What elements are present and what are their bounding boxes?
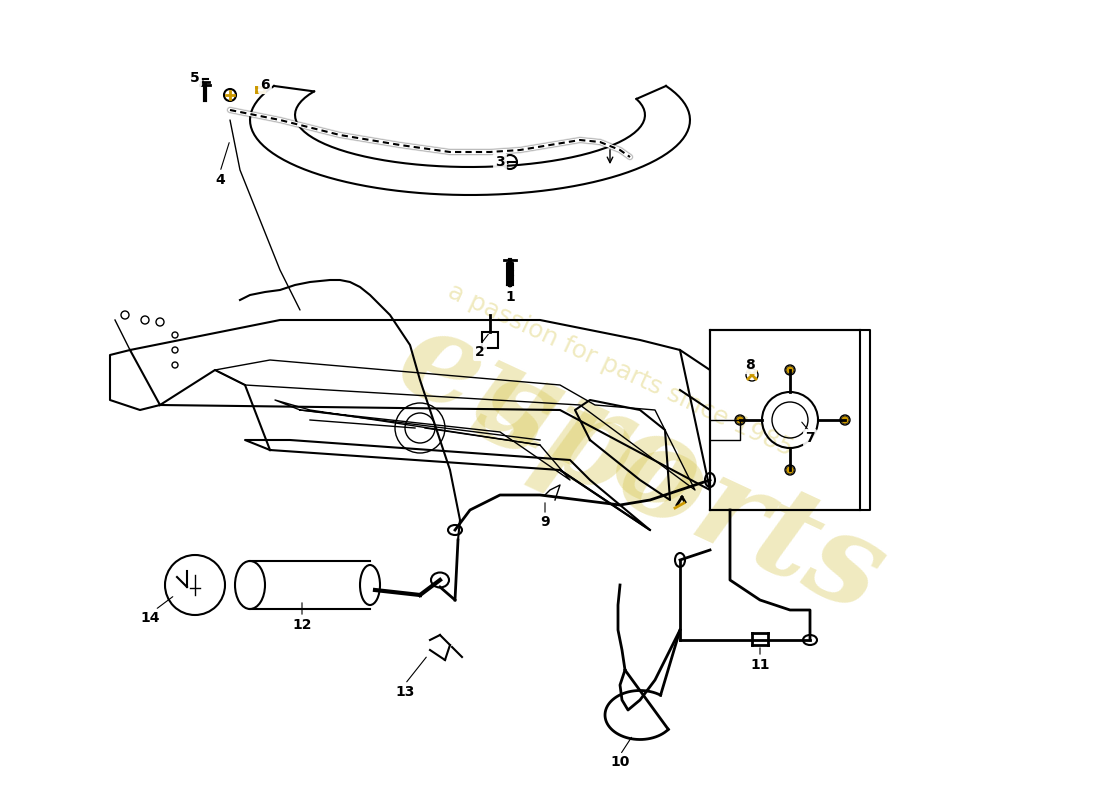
Text: 10: 10	[610, 755, 629, 769]
Text: 11: 11	[750, 658, 770, 672]
Text: 5: 5	[190, 71, 200, 85]
Text: 2: 2	[475, 345, 485, 359]
Text: 12: 12	[293, 618, 311, 632]
Text: 9: 9	[540, 515, 550, 529]
Text: 7: 7	[805, 431, 815, 445]
Text: a passion for parts since 1985: a passion for parts since 1985	[443, 279, 796, 461]
Circle shape	[736, 416, 744, 424]
Text: 3: 3	[495, 155, 505, 169]
Bar	[482, 332, 498, 348]
Text: 6: 6	[261, 78, 270, 92]
Circle shape	[786, 366, 794, 374]
Circle shape	[786, 466, 794, 474]
Text: 4: 4	[216, 173, 224, 187]
Text: 8: 8	[745, 358, 755, 372]
Text: 1: 1	[505, 290, 515, 304]
Text: euro: euro	[379, 298, 720, 542]
Text: 13: 13	[395, 685, 415, 699]
Text: sports: sports	[458, 343, 903, 637]
Text: 14: 14	[141, 611, 160, 625]
Circle shape	[842, 416, 849, 424]
